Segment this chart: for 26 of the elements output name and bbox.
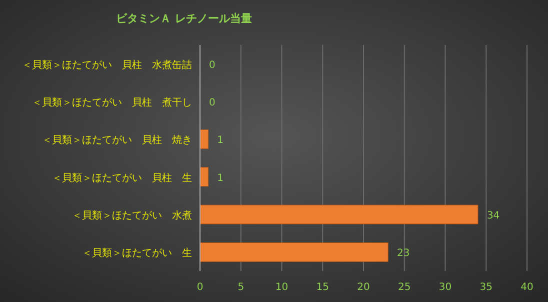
data-label: 0 [209, 60, 216, 71]
bar [200, 167, 208, 186]
x-tick-label: 20 [357, 282, 370, 293]
data-label: 1 [217, 172, 224, 184]
bar [200, 242, 388, 262]
x-tick-label: 0 [196, 282, 204, 293]
y-tick-label: ＜貝類＞ほたてがい 生 [82, 247, 192, 260]
y-tick-label: ＜貝類＞ほたてがい 貝柱 煮干し [32, 96, 192, 108]
x-tick-label: 30 [438, 282, 452, 293]
bar [200, 204, 478, 224]
y-tick-label: ＜貝類＞ほたてがい 貝柱 焼き [42, 134, 192, 146]
data-label: 34 [486, 210, 500, 222]
y-tick-label: ＜貝類＞ほたてがい 水煮 [72, 210, 192, 222]
x-tick-label: 35 [480, 282, 492, 293]
x-tick-label: 25 [398, 282, 411, 293]
data-label: 0 [209, 98, 216, 108]
data-label: 1 [217, 135, 224, 146]
y-tick-label: ＜貝類＞ほたてがい 貝柱 生 [52, 172, 192, 184]
x-tick-label: 5 [238, 282, 244, 293]
x-tick-label: 10 [275, 282, 288, 293]
y-tick-label: ＜貝類＞ほたてがい 貝柱 水煮缶詰 [22, 58, 192, 71]
x-tick-label: 40 [520, 282, 534, 293]
data-label: 23 [397, 248, 410, 260]
chart-title: ビタミンＡ レチノール当量 [116, 12, 252, 25]
x-tick-label: 15 [316, 282, 329, 293]
bar [200, 130, 208, 149]
